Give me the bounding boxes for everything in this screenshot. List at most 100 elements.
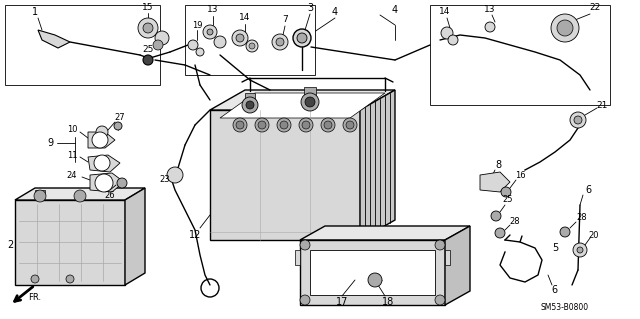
Circle shape xyxy=(501,187,511,197)
Circle shape xyxy=(95,174,113,192)
Text: 25: 25 xyxy=(503,196,513,204)
Text: 12: 12 xyxy=(189,230,201,240)
Circle shape xyxy=(300,240,310,250)
Polygon shape xyxy=(90,173,124,192)
Circle shape xyxy=(448,35,458,45)
Text: 4: 4 xyxy=(332,7,338,17)
Polygon shape xyxy=(35,190,45,196)
Circle shape xyxy=(574,116,582,124)
Circle shape xyxy=(305,97,315,107)
Circle shape xyxy=(560,227,570,237)
Text: 28: 28 xyxy=(509,218,520,226)
Bar xyxy=(5,5,160,85)
Circle shape xyxy=(66,275,74,283)
Circle shape xyxy=(495,228,505,238)
Circle shape xyxy=(368,273,382,287)
Text: 19: 19 xyxy=(192,20,202,29)
Circle shape xyxy=(96,126,108,138)
Circle shape xyxy=(236,34,244,42)
Circle shape xyxy=(570,112,586,128)
Circle shape xyxy=(249,43,255,49)
Polygon shape xyxy=(245,93,255,100)
Text: 13: 13 xyxy=(484,5,496,14)
Circle shape xyxy=(435,240,445,250)
Circle shape xyxy=(255,118,269,132)
Circle shape xyxy=(258,121,266,129)
Text: 10: 10 xyxy=(67,125,77,135)
Circle shape xyxy=(246,101,254,109)
Polygon shape xyxy=(360,90,395,240)
Circle shape xyxy=(343,118,357,132)
Polygon shape xyxy=(38,30,70,48)
Polygon shape xyxy=(15,188,145,200)
Text: 14: 14 xyxy=(239,13,251,23)
Polygon shape xyxy=(304,87,316,96)
Circle shape xyxy=(324,121,332,129)
Circle shape xyxy=(321,118,335,132)
Text: 4: 4 xyxy=(392,5,398,15)
Bar xyxy=(430,5,610,105)
Polygon shape xyxy=(125,188,145,285)
Text: 1: 1 xyxy=(32,7,38,17)
Bar xyxy=(185,5,315,75)
Text: 15: 15 xyxy=(142,4,154,12)
Circle shape xyxy=(441,27,453,39)
Text: 20: 20 xyxy=(589,231,599,240)
Text: 2: 2 xyxy=(7,240,13,250)
Text: 27: 27 xyxy=(115,114,125,122)
Polygon shape xyxy=(445,250,450,265)
Circle shape xyxy=(276,38,284,46)
Circle shape xyxy=(293,29,311,47)
Polygon shape xyxy=(88,155,120,172)
Text: 13: 13 xyxy=(207,5,219,14)
Text: 5: 5 xyxy=(552,243,558,253)
Circle shape xyxy=(346,121,354,129)
Text: 26: 26 xyxy=(105,190,115,199)
Circle shape xyxy=(167,167,183,183)
Text: SM53-B0800: SM53-B0800 xyxy=(541,303,589,313)
Circle shape xyxy=(557,20,573,36)
Text: 21: 21 xyxy=(596,100,608,109)
Polygon shape xyxy=(210,110,360,240)
Circle shape xyxy=(302,121,310,129)
Polygon shape xyxy=(15,200,125,285)
Circle shape xyxy=(577,247,583,253)
Circle shape xyxy=(297,33,307,43)
Circle shape xyxy=(280,121,288,129)
Text: 18: 18 xyxy=(382,297,394,307)
Text: 6: 6 xyxy=(551,285,557,295)
Circle shape xyxy=(153,40,163,50)
Text: 8: 8 xyxy=(495,160,501,170)
Circle shape xyxy=(232,30,248,46)
Circle shape xyxy=(207,29,213,35)
Polygon shape xyxy=(300,226,470,240)
Circle shape xyxy=(485,22,495,32)
Polygon shape xyxy=(300,240,445,305)
Polygon shape xyxy=(480,172,510,192)
Polygon shape xyxy=(88,132,115,148)
Text: 14: 14 xyxy=(439,8,451,17)
Circle shape xyxy=(138,18,158,38)
Text: 24: 24 xyxy=(67,170,77,180)
Polygon shape xyxy=(445,226,470,305)
Text: 16: 16 xyxy=(515,170,525,180)
Circle shape xyxy=(491,211,501,221)
Text: 25: 25 xyxy=(142,46,154,55)
Circle shape xyxy=(573,243,587,257)
Circle shape xyxy=(299,118,313,132)
Text: 11: 11 xyxy=(67,151,77,160)
Polygon shape xyxy=(210,90,395,110)
Circle shape xyxy=(94,155,110,171)
Text: 7: 7 xyxy=(282,16,288,25)
Circle shape xyxy=(246,40,258,52)
Circle shape xyxy=(214,36,226,48)
Circle shape xyxy=(272,34,288,50)
Circle shape xyxy=(435,295,445,305)
Text: 9: 9 xyxy=(47,138,53,148)
Circle shape xyxy=(92,132,108,148)
Polygon shape xyxy=(295,250,300,265)
Circle shape xyxy=(203,25,217,39)
Circle shape xyxy=(143,23,153,33)
Circle shape xyxy=(236,121,244,129)
Circle shape xyxy=(143,55,153,65)
